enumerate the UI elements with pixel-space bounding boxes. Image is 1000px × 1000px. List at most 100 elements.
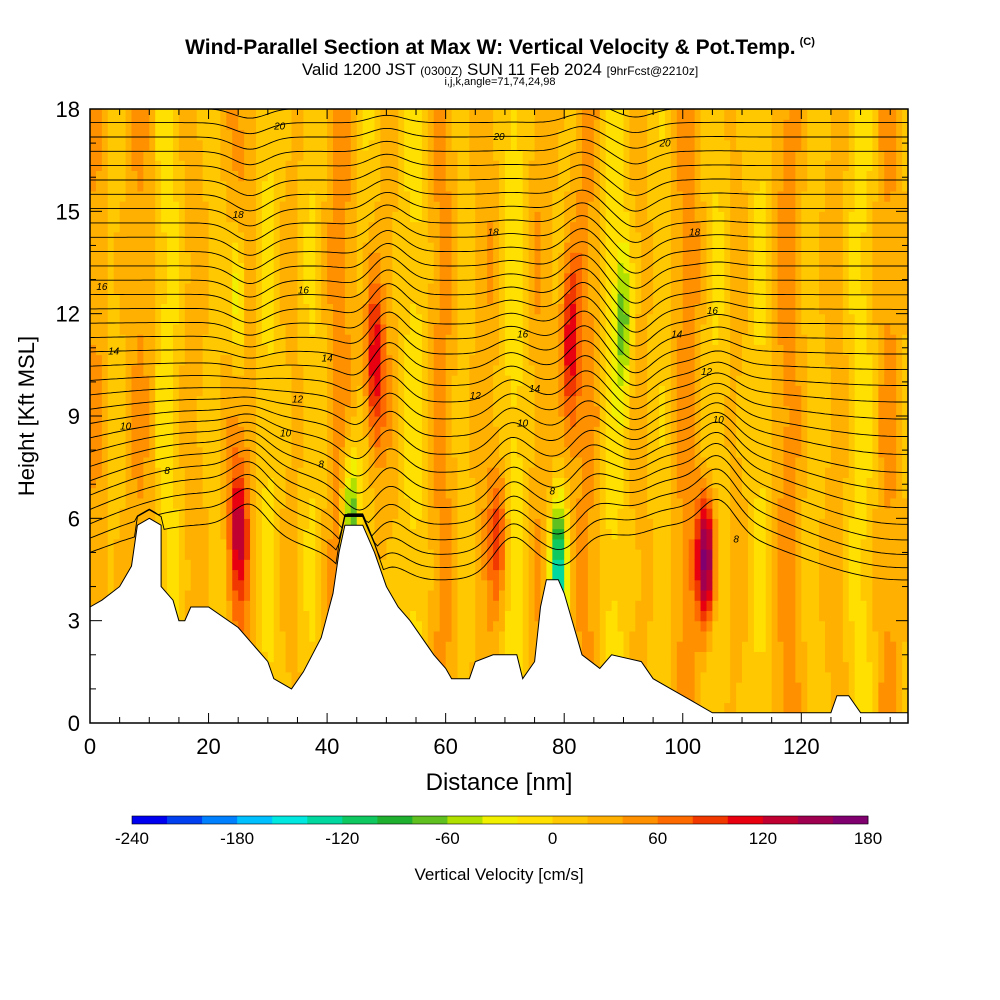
- velocity-cell: [155, 282, 162, 294]
- velocity-cell: [238, 334, 245, 345]
- velocity-cell: [368, 354, 376, 366]
- velocity-cell: [291, 334, 299, 345]
- velocity-cell: [552, 211, 559, 223]
- velocity-cell: [457, 170, 465, 182]
- velocity-cell: [220, 446, 227, 458]
- velocity-cell: [244, 589, 251, 601]
- velocity-cell: [131, 467, 139, 478]
- velocity-cell: [167, 549, 174, 560]
- velocity-cell: [125, 538, 133, 550]
- velocity-cell: [238, 446, 245, 458]
- velocity-cell: [439, 456, 447, 468]
- velocity-cell: [380, 282, 387, 294]
- velocity-cell: [481, 252, 488, 264]
- velocity-cell: [487, 293, 494, 305]
- velocity-cell: [214, 426, 222, 438]
- velocity-cell: [178, 518, 186, 530]
- velocity-cell: [267, 375, 275, 386]
- velocity-cell: [493, 160, 500, 171]
- velocity-cell: [244, 262, 251, 274]
- velocity-cell: [445, 579, 453, 591]
- velocity-cell: [178, 323, 186, 335]
- velocity-cell: [161, 354, 168, 366]
- velocity-cell: [487, 518, 494, 530]
- velocity-cell: [309, 426, 316, 438]
- velocity-cell: [167, 426, 174, 438]
- velocity-cell: [190, 446, 198, 458]
- velocity-cell: [131, 477, 139, 489]
- velocity-cell: [155, 497, 162, 509]
- velocity-cell: [522, 252, 530, 264]
- velocity-cell: [528, 569, 536, 581]
- velocity-cell: [178, 139, 186, 151]
- velocity-cell: [90, 446, 97, 458]
- velocity-cell: [125, 395, 133, 407]
- velocity-cell: [273, 620, 281, 632]
- velocity-cell: [374, 149, 382, 161]
- velocity-cell: [392, 446, 399, 458]
- velocity-cell: [285, 630, 293, 642]
- velocity-cell: [451, 293, 459, 305]
- velocity-cell: [481, 651, 488, 663]
- velocity-cell: [445, 610, 453, 622]
- velocity-cell: [469, 354, 476, 366]
- velocity-cell: [487, 508, 494, 519]
- velocity-cell: [475, 456, 482, 468]
- velocity-cell: [190, 538, 198, 550]
- velocity-cell: [516, 416, 524, 427]
- velocity-cell: [451, 405, 459, 417]
- velocity-cell: [267, 180, 275, 192]
- velocity-cell: [433, 405, 441, 417]
- velocity-cell: [457, 538, 465, 550]
- velocity-cell: [475, 538, 482, 550]
- velocity-cell: [404, 416, 411, 427]
- velocity-cell: [576, 334, 583, 345]
- velocity-cell: [202, 282, 210, 294]
- velocity-cell: [421, 211, 429, 223]
- velocity-cell: [504, 395, 512, 407]
- velocity-cell: [321, 538, 328, 550]
- velocity-cell: [202, 456, 210, 468]
- velocity-cell: [315, 549, 322, 560]
- velocity-cell: [338, 497, 346, 509]
- velocity-cell: [321, 467, 328, 478]
- velocity-cell: [350, 375, 358, 386]
- velocity-cell: [196, 364, 204, 376]
- velocity-cell: [315, 518, 322, 530]
- velocity-cell: [291, 559, 299, 571]
- velocity-cell: [475, 589, 482, 601]
- velocity-cell: [244, 201, 251, 212]
- velocity-cell: [410, 610, 417, 622]
- velocity-cell: [137, 149, 144, 161]
- velocity-cell: [95, 385, 103, 397]
- velocity-cell: [493, 323, 500, 335]
- velocity-cell: [255, 313, 263, 325]
- velocity-cell: [244, 129, 251, 141]
- velocity-cell: [155, 313, 162, 325]
- velocity-cell: [481, 375, 488, 386]
- velocity-cell: [552, 477, 559, 489]
- velocity-cell: [356, 282, 364, 294]
- velocity-cell: [327, 375, 334, 386]
- velocity-cell: [315, 426, 322, 438]
- velocity-cell: [232, 242, 239, 253]
- velocity-cell: [493, 129, 500, 141]
- velocity-cell: [576, 385, 583, 397]
- velocity-cell: [398, 426, 405, 438]
- velocity-cell: [510, 293, 518, 305]
- velocity-cell: [522, 129, 530, 141]
- velocity-cell: [196, 538, 204, 550]
- velocity-cell: [161, 242, 168, 253]
- velocity-cell: [297, 416, 304, 427]
- velocity-cell: [327, 416, 334, 427]
- velocity-cell: [297, 446, 304, 458]
- velocity-cell: [143, 313, 150, 325]
- velocity-cell: [540, 446, 548, 458]
- velocity-cell: [321, 242, 328, 253]
- velocity-cell: [279, 139, 287, 151]
- velocity-cell: [107, 538, 115, 550]
- velocity-cell: [451, 477, 459, 489]
- velocity-cell: [427, 630, 435, 642]
- velocity-cell: [309, 109, 316, 120]
- velocity-cell: [184, 282, 192, 294]
